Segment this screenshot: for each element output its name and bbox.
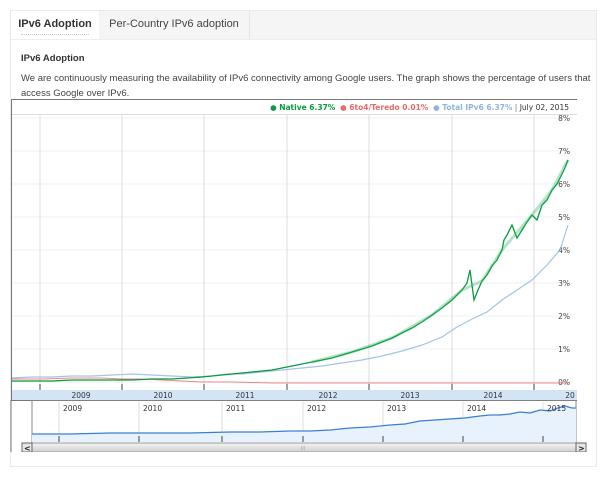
chart-plot-area[interactable]: 8% 7% 6% 5% 4% 3% 2% 1% 0% bbox=[12, 100, 577, 400]
svg-text:2014: 2014 bbox=[483, 391, 502, 400]
svg-text:1%: 1% bbox=[558, 345, 570, 354]
chart-legend: ● Native 6.37% ● 6to4/Teredo 0.01% ● Tot… bbox=[270, 103, 569, 112]
vertical-gridlines bbox=[39, 115, 535, 390]
svg-text:6%: 6% bbox=[558, 180, 570, 189]
chevron-right-icon: > bbox=[578, 444, 585, 452]
svg-text:4%: 4% bbox=[558, 246, 570, 255]
svg-text:2012: 2012 bbox=[318, 391, 337, 400]
svg-text:2013: 2013 bbox=[400, 391, 419, 400]
svg-text:8%: 8% bbox=[558, 114, 570, 123]
svg-text:2010: 2010 bbox=[143, 404, 162, 413]
teredo-line bbox=[12, 377, 568, 384]
tab-underline bbox=[21, 34, 89, 35]
navigator-labels: 2009 2010 2011 2012 2013 2014 2015 bbox=[63, 404, 566, 413]
section-description: We are continuously measuring the availa… bbox=[21, 73, 591, 99]
svg-text:2010: 2010 bbox=[153, 391, 172, 400]
svg-text:2%: 2% bbox=[558, 312, 570, 321]
total-ipv6-line bbox=[12, 224, 569, 379]
section-title: IPv6 Adoption bbox=[21, 53, 85, 64]
chevron-left-icon: < bbox=[24, 444, 31, 452]
svg-text:2011: 2011 bbox=[226, 404, 245, 413]
legend-teredo: ● 6to4/Teredo 0.01% bbox=[340, 103, 429, 112]
scrollbar-grip-icon[interactable]: III bbox=[301, 446, 305, 452]
tab-bar: IPv6 Adoption Per-Country IPv6 adoption bbox=[11, 11, 596, 40]
legend-separator: | bbox=[514, 103, 518, 112]
navigator-area bbox=[32, 406, 576, 442]
x-axis-ticks bbox=[39, 384, 535, 390]
scrollbar-track[interactable] bbox=[21, 442, 577, 452]
horizontal-gridlines bbox=[12, 117, 572, 383]
svg-text:20: 20 bbox=[565, 391, 575, 400]
main-chart[interactable]: 8% 7% 6% 5% 4% 3% 2% 1% 0% bbox=[11, 99, 577, 401]
scroll-right-button[interactable] bbox=[575, 442, 587, 452]
svg-text:2014: 2014 bbox=[467, 404, 486, 413]
svg-text:2011: 2011 bbox=[235, 391, 254, 400]
svg-text:2015: 2015 bbox=[547, 404, 566, 413]
tab-label: Per-Country IPv6 adoption bbox=[109, 18, 239, 30]
navigator-line bbox=[32, 405, 576, 435]
scroll-left-button[interactable] bbox=[21, 442, 33, 452]
legend-date: July 02, 2015 bbox=[519, 103, 569, 112]
x-axis-labels: 2009 2010 2011 2012 2013 2014 20 bbox=[71, 391, 575, 400]
svg-text:2009: 2009 bbox=[63, 404, 82, 413]
legend-total: ● Total IPv6 6.37% bbox=[433, 103, 513, 112]
tab-per-country-adoption[interactable]: Per-Country IPv6 adoption bbox=[99, 11, 250, 39]
tab-ipv6-adoption[interactable]: IPv6 Adoption bbox=[11, 11, 99, 39]
native-line bbox=[12, 159, 569, 382]
svg-text:2013: 2013 bbox=[387, 404, 406, 413]
svg-text:7%: 7% bbox=[558, 147, 570, 156]
svg-text:2012: 2012 bbox=[307, 404, 326, 413]
x-axis-band bbox=[12, 390, 577, 400]
legend-native: ● Native 6.37% bbox=[270, 103, 336, 112]
scrollbar[interactable]: < > III bbox=[21, 442, 587, 452]
svg-text:5%: 5% bbox=[558, 213, 570, 222]
svg-text:3%: 3% bbox=[558, 279, 570, 288]
navigator-ticks bbox=[58, 436, 544, 442]
svg-text:2009: 2009 bbox=[71, 391, 90, 400]
range-navigator[interactable]: 2009 2010 2011 2012 2013 2014 2015 < > I… bbox=[10, 400, 587, 452]
tab-label: IPv6 Adoption bbox=[18, 18, 92, 30]
